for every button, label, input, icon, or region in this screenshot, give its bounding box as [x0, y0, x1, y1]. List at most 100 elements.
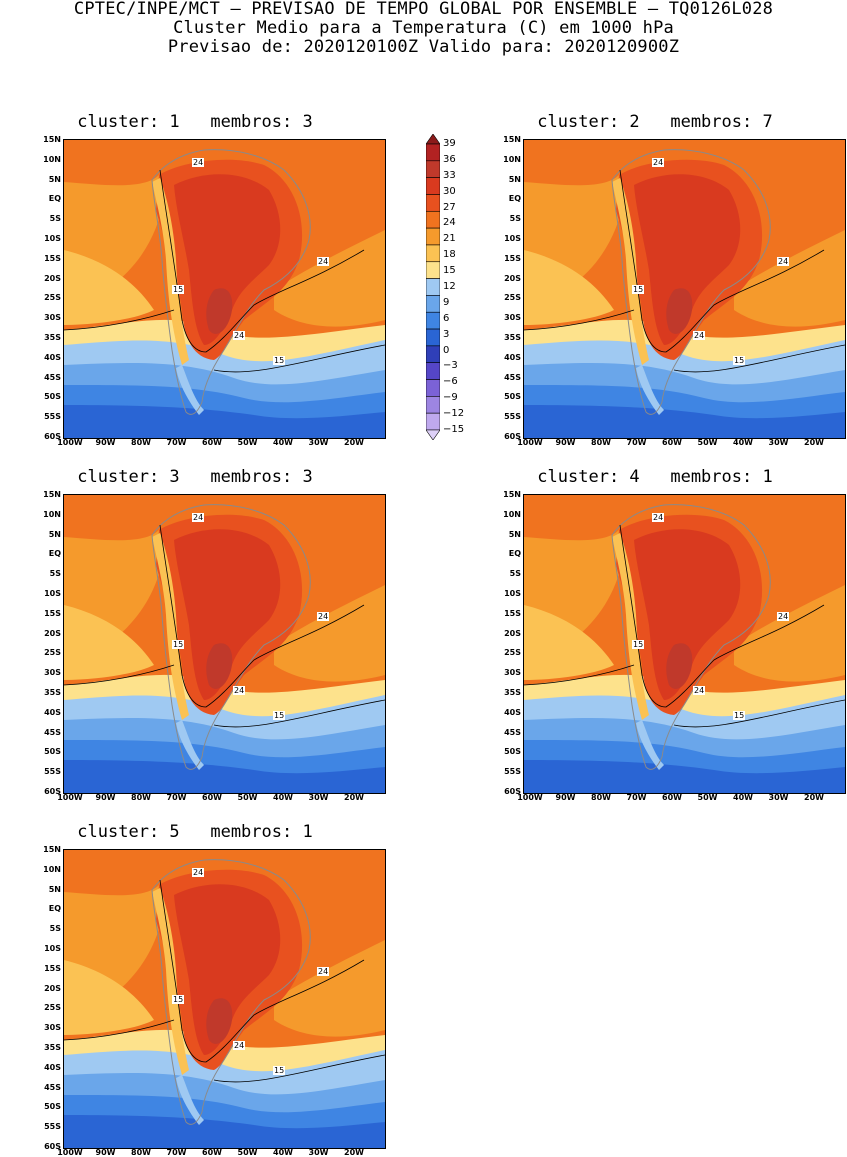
latitude-tick: 45S	[504, 372, 521, 382]
latitude-tick: 45S	[44, 372, 61, 382]
panel-title: cluster: 1 membros: 3	[77, 112, 313, 132]
longitude-tick: 50W	[697, 793, 718, 802]
contour-label-24: 24	[317, 257, 330, 266]
longitude-tick: 100W	[57, 793, 83, 802]
contour-label-15: 15	[273, 1066, 286, 1075]
longitude-tick: 80W	[591, 438, 611, 447]
longitude-tick: 90W	[555, 438, 576, 447]
contour-label-24: 24	[192, 158, 205, 167]
map-frame	[523, 494, 846, 794]
colorbar	[426, 134, 440, 440]
contour-label-24: 24	[777, 612, 790, 621]
latitude-tick: 55S	[504, 412, 521, 422]
colorbar-level-label: 18	[443, 249, 456, 261]
longitude-tick: 50W	[237, 438, 258, 447]
colorbar-segment	[426, 362, 440, 380]
colorbar-level-label: 30	[443, 185, 456, 197]
colorbar-segment	[426, 396, 440, 414]
longitude-tick: 20W	[344, 1148, 364, 1157]
latitude-tick: 35S	[44, 1043, 61, 1052]
latitude-tick: 30S	[44, 668, 61, 678]
longitude-tick: 70W	[166, 1148, 187, 1157]
latitude-tick: 55S	[44, 1122, 61, 1132]
colorbar-level-label: 3	[443, 328, 450, 340]
latitude-tick: 15S	[44, 963, 61, 973]
contour-label-15: 15	[632, 285, 645, 294]
latitude-tick: 60S	[504, 787, 521, 796]
longitude-tick: 90W	[95, 1148, 116, 1157]
contour-label-15: 15	[733, 356, 746, 365]
latitude-tick: 10S	[44, 944, 61, 953]
longitude-tick: 70W	[166, 793, 187, 802]
longitude-tick: 80W	[131, 793, 151, 802]
latitude-tick: 25S	[44, 1003, 61, 1013]
longitude-tick: 20W	[804, 438, 824, 447]
longitude-tick: 60W	[202, 438, 222, 447]
longitude-tick: 20W	[344, 793, 364, 802]
contour-label-24: 24	[317, 612, 330, 621]
latitude-tick: 45S	[44, 1082, 61, 1092]
contour-label-24: 24	[192, 868, 205, 877]
latitude-tick: 35S	[504, 333, 521, 342]
longitude-tick: 60W	[202, 1148, 222, 1157]
longitude-tick: 20W	[804, 793, 824, 802]
latitude-tick: 5S	[509, 569, 521, 579]
latitude-tick: 40S	[504, 352, 521, 362]
map-panel-cluster-5: cluster: 5 membros: 1	[30, 822, 386, 1157]
longitude-tick: 50W	[237, 793, 258, 802]
colorbar-segment	[426, 311, 440, 330]
longitude-tick: 20W	[344, 438, 364, 447]
latitude-tick: 60S	[44, 432, 61, 441]
latitude-tick: 20S	[44, 273, 61, 283]
longitude-tick: 90W	[555, 793, 576, 802]
colorbar-level-label: 15	[443, 265, 456, 277]
longitude-tick: 80W	[131, 438, 151, 447]
longitude-tick: 50W	[237, 1148, 258, 1157]
longitude-tick: 40W	[273, 1148, 293, 1157]
latitude-tick: 5N	[48, 174, 61, 184]
colorbar-segment	[426, 278, 440, 296]
colorbar-segment	[426, 143, 440, 162]
latitude-tick: 35S	[44, 688, 61, 697]
longitude-tick: 50W	[697, 438, 718, 447]
latitude-tick: 15S	[504, 608, 521, 618]
longitude-tick: 60W	[202, 793, 222, 802]
latitude-tick: 50S	[44, 1102, 61, 1112]
latitude-tick: 15S	[44, 608, 61, 618]
longitude-tick: 40W	[273, 793, 293, 802]
latitude-tick: 60S	[504, 432, 521, 441]
contour-label-15: 15	[172, 640, 185, 649]
longitude-tick: 30W	[308, 1148, 329, 1157]
longitude-tick: 100W	[57, 438, 83, 447]
header-line-1: CPTEC/INPE/MCT – PREVISAO DE TEMPO GLOBA…	[73, 0, 774, 19]
latitude-tick: 5S	[509, 214, 521, 224]
panel-title: cluster: 4 membros: 1	[537, 467, 773, 487]
latitude-tick: EQ	[48, 194, 61, 204]
colorbar-segment	[426, 194, 440, 212]
longitude-tick: 70W	[626, 438, 647, 447]
latitude-tick: 10S	[504, 234, 521, 243]
latitude-tick: 50S	[44, 392, 61, 402]
temperature-map	[524, 140, 845, 438]
latitude-tick: 25S	[504, 293, 521, 303]
colorbar-level-label: 6	[443, 312, 450, 324]
latitude-tick: 40S	[44, 352, 61, 362]
latitude-tick: 60S	[44, 1142, 61, 1151]
longitude-tick: 80W	[591, 793, 611, 802]
latitude-tick: 10N	[503, 154, 521, 164]
colorbar-level-label: −6	[443, 376, 458, 388]
latitude-tick: EQ	[48, 904, 61, 914]
latitude-tick: 25S	[504, 648, 521, 658]
latitude-tick: 15S	[44, 253, 61, 263]
colorbar-level-label: −9	[443, 392, 458, 404]
longitude-tick: 40W	[733, 438, 753, 447]
contour-label-15: 15	[172, 285, 185, 294]
map-panel-cluster-4: cluster: 4 membros: 1	[490, 467, 846, 802]
header-line-3: Previsao de: 2020120100Z Valido para: 20…	[167, 37, 680, 57]
latitude-tick: 5N	[48, 529, 61, 539]
contour-label-24: 24	[693, 331, 706, 340]
temperature-map	[64, 495, 385, 793]
latitude-tick: 20S	[504, 628, 521, 638]
latitude-tick: 10N	[43, 864, 61, 874]
colorbar-level-label: 24	[443, 217, 456, 229]
